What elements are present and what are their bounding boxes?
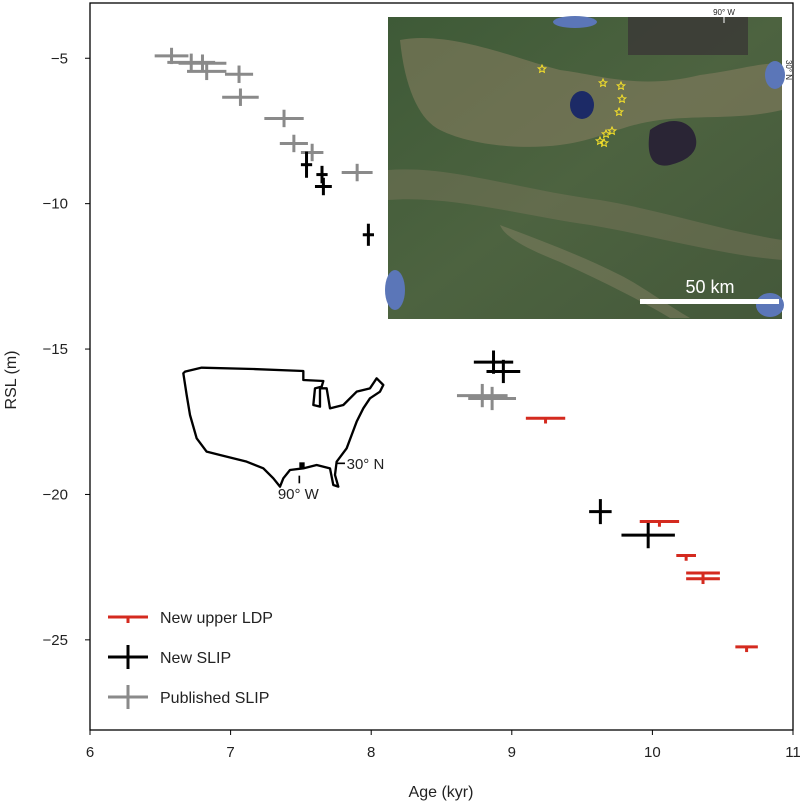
inset-satellite-map: 50 km 90° W 30° N — [385, 8, 793, 319]
data-point — [187, 62, 227, 81]
data-point — [178, 54, 227, 72]
data-point — [468, 386, 517, 411]
data-point — [341, 163, 373, 182]
inset-lat-label: 30° N — [784, 60, 793, 80]
us-outline-map: 30° N 90° W — [182, 366, 385, 503]
y-tick-label: −25 — [43, 632, 68, 649]
y-tick-label: −10 — [43, 196, 68, 213]
x-tick-label: 9 — [508, 744, 516, 761]
data-point — [224, 65, 254, 83]
x-tick-label: 10 — [644, 744, 661, 761]
data-point — [362, 223, 375, 246]
y-axis-label: RSL (m) — [3, 351, 20, 410]
series-new-slip — [300, 151, 675, 549]
us-lon-label: 90° W — [278, 486, 320, 503]
series-published-slip — [154, 47, 517, 411]
scale-bar — [640, 299, 779, 304]
data-point — [525, 416, 566, 424]
scale-bar-label: 50 km — [685, 277, 734, 297]
data-point — [639, 519, 680, 527]
legend: New upper LDP New SLIP Published SLIP — [108, 610, 273, 709]
plot-frame — [89, 2, 794, 731]
x-tick-label: 11 — [785, 744, 800, 761]
data-point — [589, 499, 612, 525]
data-point — [314, 177, 332, 196]
data-point — [279, 134, 308, 153]
y-tick-label: −20 — [43, 486, 68, 503]
study-area-marker — [299, 462, 305, 468]
x-tick-label: 6 — [86, 744, 94, 761]
inset-lon-label: 90° W — [713, 8, 735, 17]
legend-item-new-slip: New SLIP — [108, 645, 231, 669]
legend-label: New SLIP — [160, 650, 231, 667]
data-point — [676, 554, 696, 561]
series-new-upper-ldp — [525, 416, 758, 653]
data-point — [222, 88, 259, 106]
legend-item-new-upper-ldp: New upper LDP — [108, 610, 273, 627]
data-point — [456, 383, 508, 408]
legend-label: Published SLIP — [160, 690, 269, 707]
legend-item-published-slip: Published SLIP — [108, 685, 269, 709]
data-point — [686, 577, 720, 585]
data-point — [473, 350, 514, 374]
data-point — [621, 522, 675, 549]
data-point — [486, 359, 521, 384]
data-point — [300, 151, 313, 178]
legend-label: New upper LDP — [160, 610, 273, 627]
y-tick-label: −5 — [51, 50, 68, 67]
x-tick-label: 7 — [226, 744, 234, 761]
data-point — [300, 143, 324, 162]
data-point — [735, 645, 758, 653]
data-point — [264, 109, 304, 128]
y-tick-label: −15 — [43, 341, 68, 358]
us-lat-label: 30° N — [347, 456, 385, 473]
x-axis-label: Age (kyr) — [409, 784, 474, 801]
x-tick-label: 8 — [367, 744, 375, 761]
